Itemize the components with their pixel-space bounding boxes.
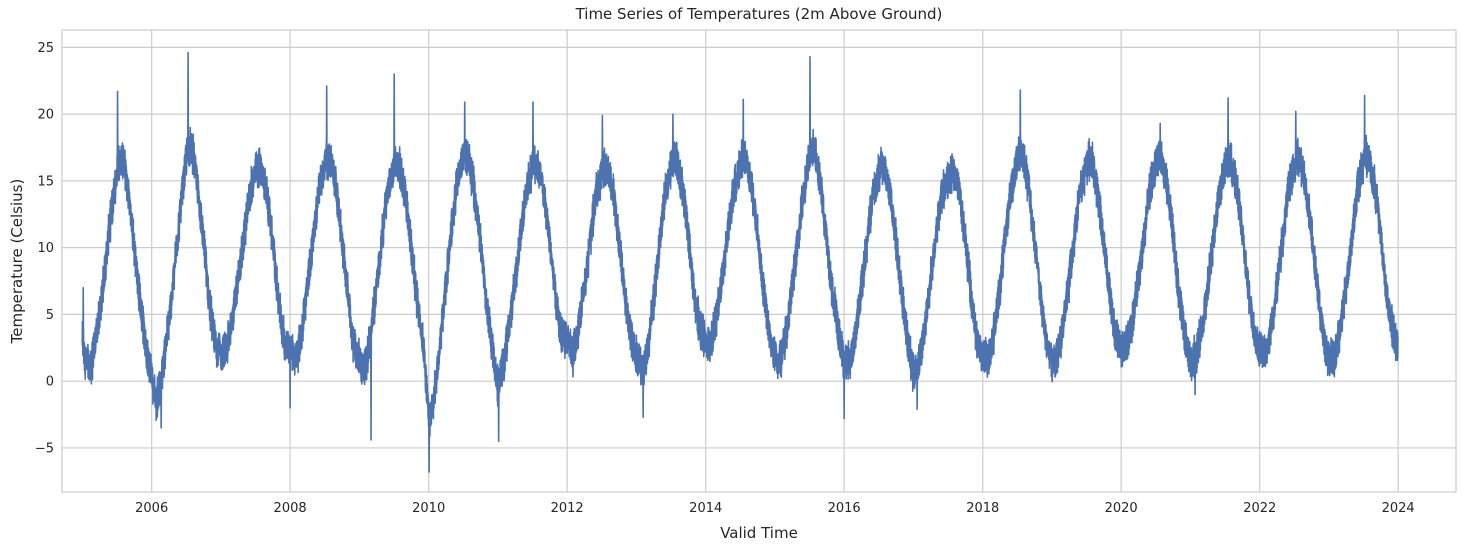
x-gridlines bbox=[151, 30, 1399, 492]
x-tick-label: 2016 bbox=[828, 501, 861, 516]
y-tick-label: 20 bbox=[37, 108, 54, 123]
x-tick-label: 2008 bbox=[274, 501, 307, 516]
x-tick-label: 2018 bbox=[966, 501, 999, 516]
temperature-series-line bbox=[81, 51, 1399, 473]
x-tick-label: 2014 bbox=[689, 501, 722, 516]
y-tick-label: −5 bbox=[35, 441, 54, 456]
y-tick-label: 5 bbox=[46, 308, 54, 323]
y-tick-label: 10 bbox=[37, 241, 54, 256]
plot-frame bbox=[61, 29, 1457, 493]
series-layer bbox=[81, 51, 1399, 473]
x-axis-label: Valid Time bbox=[720, 524, 798, 542]
y-tick-label: 15 bbox=[37, 174, 54, 189]
x-tick-label: 2020 bbox=[1105, 501, 1138, 516]
x-tick-labels: 2006 2008 2010 2012 2014 2016 2018 2020 2022 2024 bbox=[135, 501, 1415, 516]
y-tick-label: 25 bbox=[37, 41, 54, 56]
x-tick-label: 2012 bbox=[551, 501, 584, 516]
chart-title: Time Series of Temperatures (2m Above Gr… bbox=[575, 5, 943, 23]
x-tick-label: 2022 bbox=[1243, 501, 1276, 516]
x-tick-label: 2010 bbox=[412, 501, 445, 516]
y-axis-label: Temperature (Celsius) bbox=[8, 179, 26, 345]
x-tick-label: 2024 bbox=[1382, 501, 1415, 516]
y-tick-label: 0 bbox=[46, 375, 54, 390]
x-tick-label: 2006 bbox=[135, 501, 168, 516]
y-tick-labels: −5 0 5 10 15 20 25 bbox=[35, 41, 54, 457]
